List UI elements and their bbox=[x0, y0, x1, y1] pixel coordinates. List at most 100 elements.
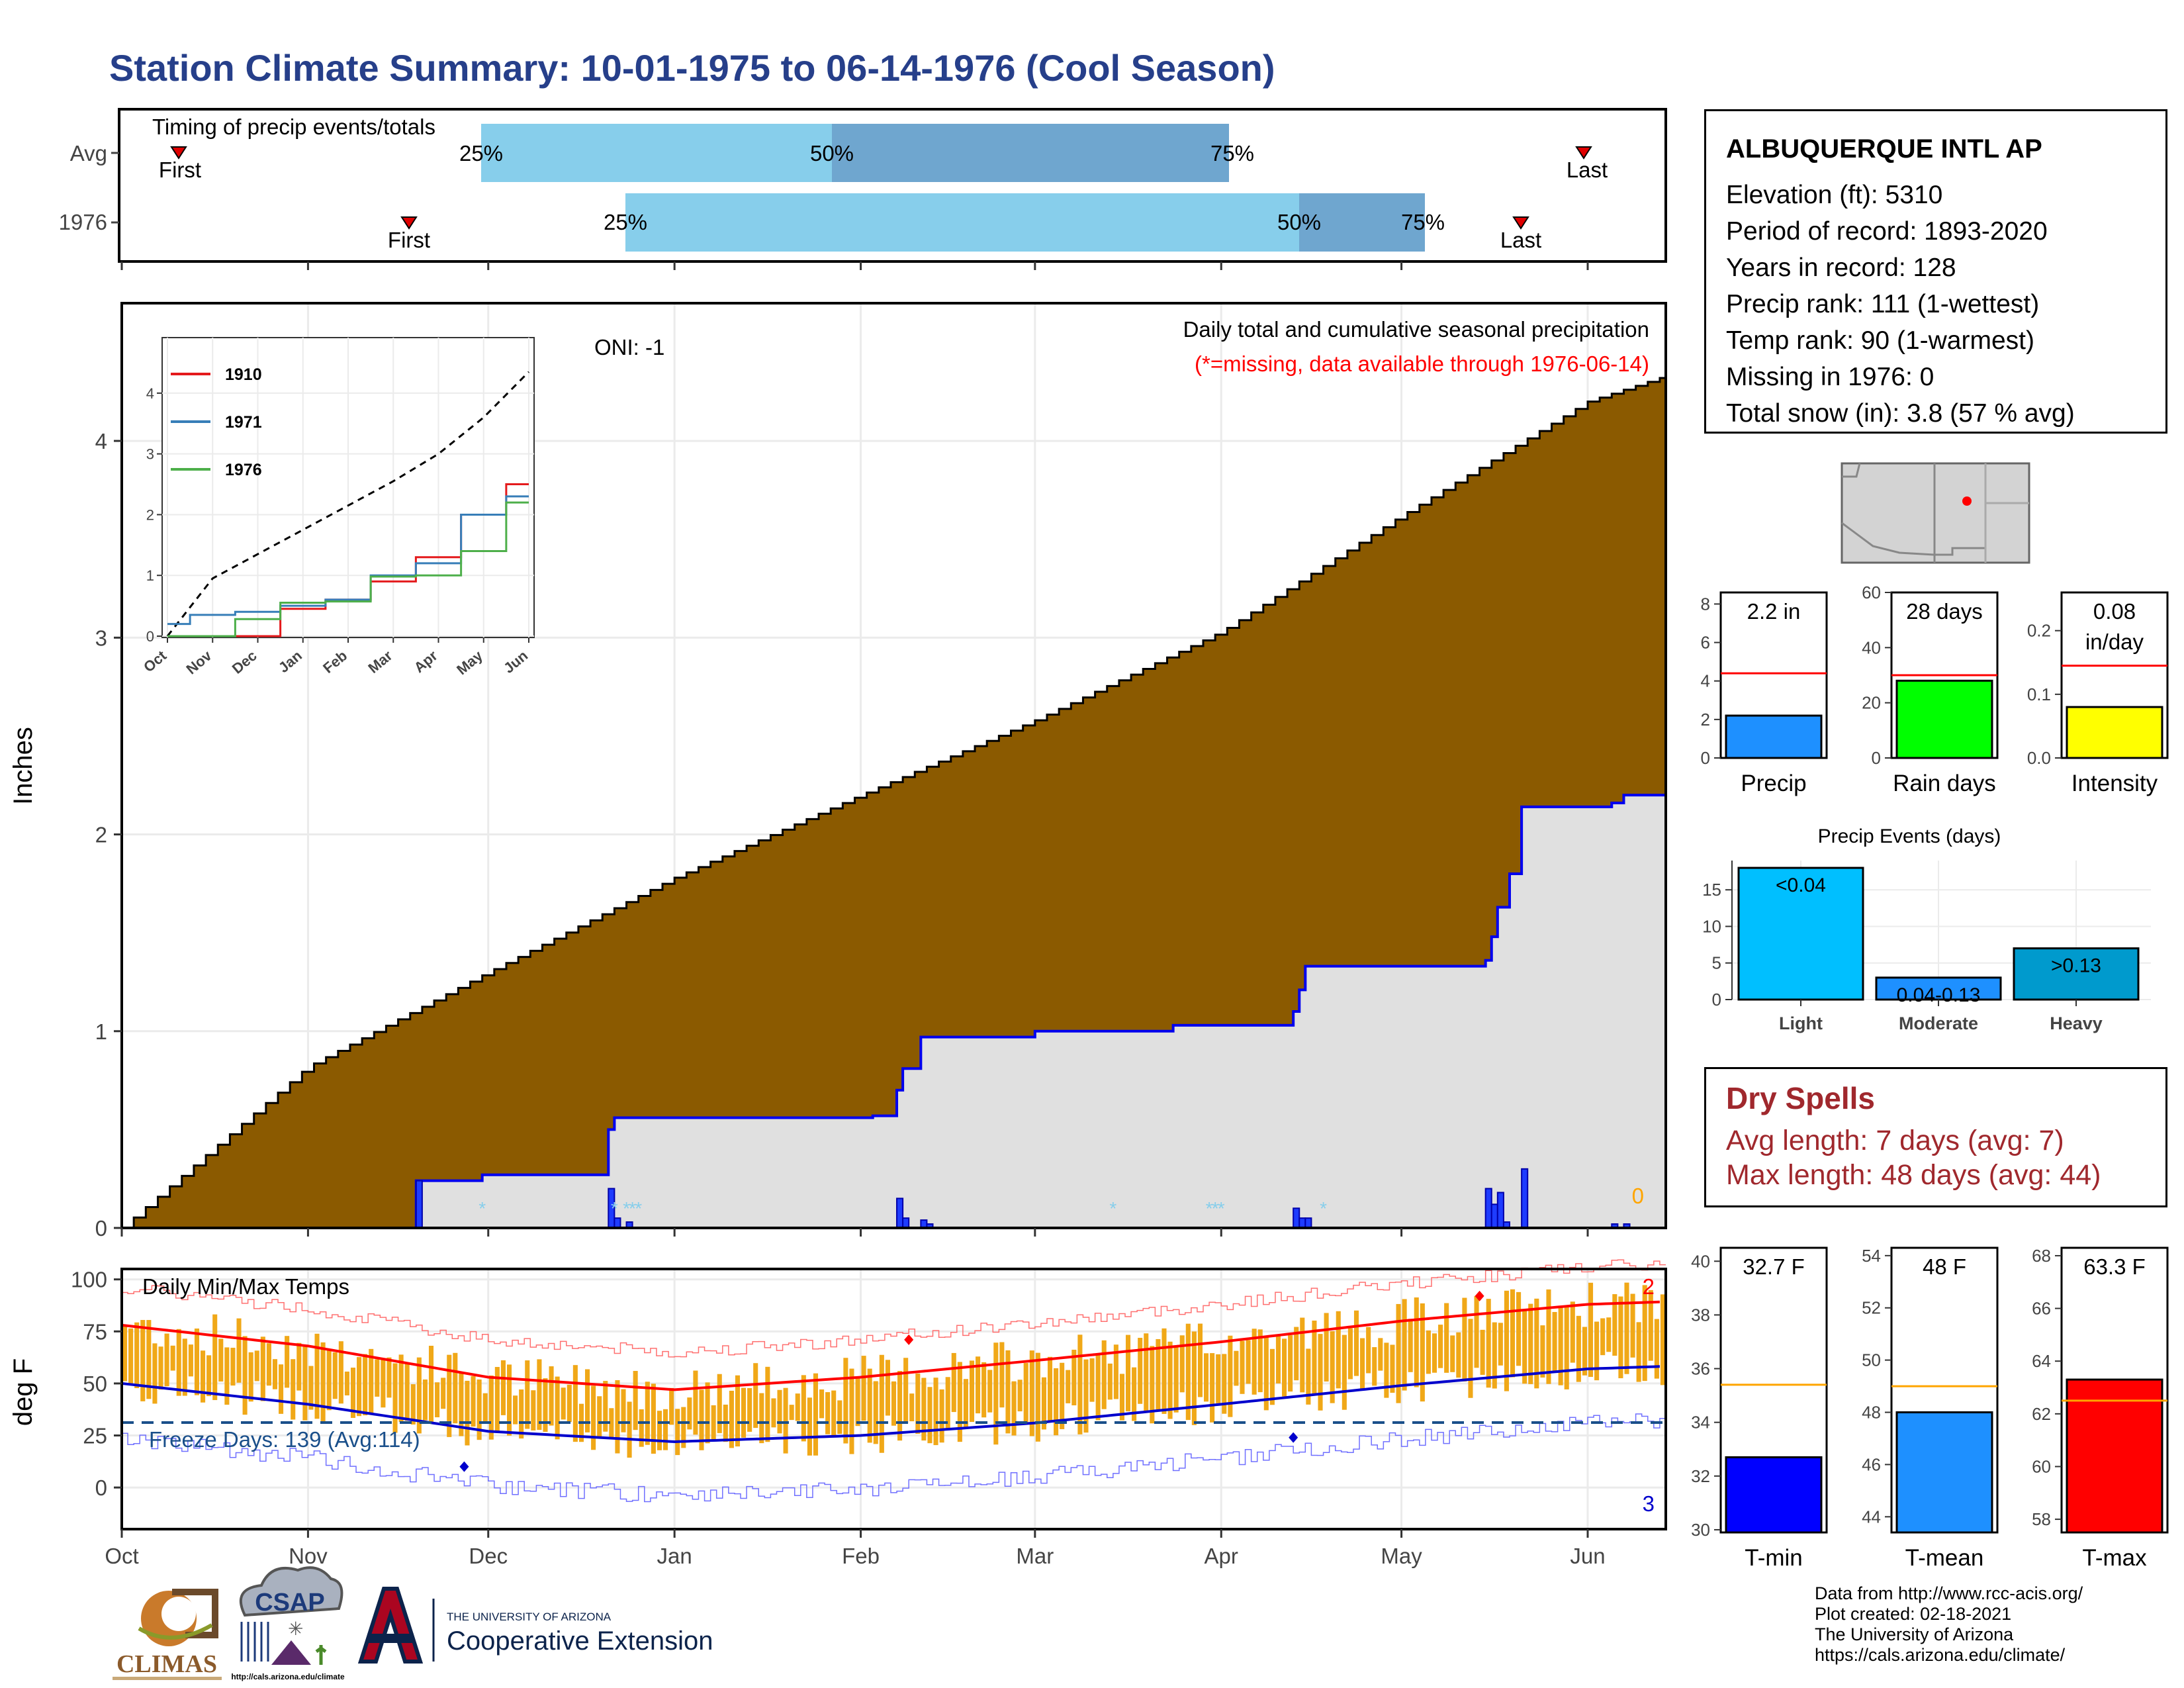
daily-temp-bar bbox=[477, 1379, 482, 1440]
daily-temp-bar bbox=[1468, 1319, 1473, 1398]
daily-temp-bar bbox=[603, 1381, 608, 1432]
daily-temp-bar bbox=[1240, 1340, 1245, 1394]
daily-temp-bar bbox=[194, 1328, 200, 1395]
inset-series-line bbox=[167, 495, 529, 626]
daily-temp-bar bbox=[633, 1370, 638, 1430]
daily-temp-bar bbox=[729, 1390, 734, 1448]
daily-temp-bar bbox=[747, 1387, 752, 1432]
events-category-label: Heavy bbox=[2050, 1013, 2103, 1033]
daily-temp-bar bbox=[627, 1401, 632, 1458]
station-temp-rank: Temp rank: 90 (1-warmest) bbox=[1726, 326, 2034, 355]
avg-25-50-bar bbox=[481, 124, 832, 182]
temp-title: Daily Min/Max Temps bbox=[142, 1274, 349, 1299]
daily-temp-bar bbox=[1330, 1331, 1335, 1403]
mini-chart-label: Intensity bbox=[2071, 771, 2158, 796]
dry-spells-avg: Avg length: 7 days (avg: 7) bbox=[1726, 1125, 2064, 1156]
daily-precip-bar bbox=[1304, 1217, 1312, 1229]
record-low-line bbox=[122, 1413, 1666, 1503]
daily-temp-bar bbox=[537, 1359, 542, 1430]
daily-temp-bar bbox=[1378, 1338, 1383, 1371]
daily-temp-bar bbox=[1288, 1335, 1293, 1392]
station-name: ALBUQUERQUE INTL AP bbox=[1726, 134, 2042, 164]
events-ytick-label: 15 bbox=[1702, 880, 1721, 900]
daily-temp-bar bbox=[759, 1393, 764, 1444]
ua-logo: THE UNIVERSITY OF ARIZONA Cooperative Ex… bbox=[357, 1587, 713, 1664]
events-title: Precip Events (days) bbox=[1818, 825, 2001, 847]
daily-temp-bar bbox=[416, 1357, 422, 1434]
avg-max-line bbox=[121, 1300, 1660, 1391]
daily-temp-bar bbox=[867, 1368, 872, 1443]
daily-temp-bar bbox=[1600, 1318, 1606, 1356]
daily-temp-bar bbox=[1564, 1307, 1569, 1389]
daily-temp-bar bbox=[1324, 1313, 1329, 1382]
mini-ytick-label: 36 bbox=[1691, 1359, 1710, 1379]
mini-ytick-label: 48 bbox=[1862, 1403, 1881, 1423]
daily-temp-bar bbox=[1654, 1319, 1659, 1379]
daily-temp-bar bbox=[1041, 1377, 1046, 1430]
csap-cloud-icon bbox=[239, 1566, 343, 1617]
daily-temp-bar bbox=[807, 1397, 812, 1456]
daily-temp-bar bbox=[392, 1363, 398, 1433]
daily-temp-bar bbox=[572, 1365, 578, 1442]
month-tick-label: Jan bbox=[657, 1544, 692, 1568]
mini-ytick-label: 0 bbox=[1701, 748, 1710, 768]
daily-temp-bar bbox=[1156, 1338, 1161, 1410]
oni-label: ONI: -1 bbox=[594, 335, 664, 359]
daily-precip-bar bbox=[1496, 1192, 1504, 1229]
daily-temp-bar bbox=[1107, 1363, 1113, 1400]
cumulative-year-area bbox=[122, 793, 1667, 1229]
daily-temp-bar bbox=[1384, 1342, 1389, 1398]
daily-temp-bar bbox=[1029, 1350, 1034, 1436]
daily-temp-bar bbox=[1402, 1299, 1407, 1391]
daily-temp-bar bbox=[999, 1342, 1005, 1408]
precip-missing-note: (*=missing, data available through 1976-… bbox=[1195, 352, 1649, 376]
dry-spells-max: Max length: 48 days (avg: 44) bbox=[1726, 1159, 2101, 1191]
daily-temp-bar bbox=[332, 1352, 338, 1399]
daily-temp-bar bbox=[170, 1345, 175, 1371]
snow-day-marker: * bbox=[478, 1198, 486, 1219]
mini-ytick-label: 0.1 bbox=[2027, 684, 2051, 704]
daily-temp-bar bbox=[1191, 1331, 1197, 1425]
daily-temp-bar bbox=[1432, 1333, 1437, 1373]
daily-temp-bar bbox=[1492, 1322, 1497, 1389]
mini-value-label: 0.08 bbox=[2093, 599, 2136, 624]
daily-temp-bar bbox=[693, 1370, 698, 1435]
daily-temp-bar bbox=[909, 1393, 915, 1422]
daily-temp-bar bbox=[861, 1356, 866, 1421]
daily-temp-bar bbox=[398, 1354, 404, 1422]
daily-temp-bar bbox=[1282, 1338, 1287, 1397]
credit-line: Plot created: 02-18-2021 bbox=[1815, 1604, 2012, 1624]
daily-temp-bar bbox=[735, 1375, 741, 1447]
daily-temp-bar bbox=[308, 1366, 314, 1410]
daily-temp-bar bbox=[591, 1385, 596, 1450]
mini-chart-label: T-min bbox=[1745, 1545, 1803, 1571]
mini-ytick-label: 50 bbox=[1862, 1350, 1881, 1370]
daily-temp-bar bbox=[993, 1342, 999, 1445]
daily-temp-bar bbox=[1060, 1362, 1065, 1429]
daily-temp-bar bbox=[1210, 1353, 1215, 1423]
daily-temp-bar bbox=[849, 1368, 854, 1454]
daily-temp-bar bbox=[381, 1358, 386, 1408]
daily-temp-bar bbox=[1504, 1290, 1509, 1391]
daily-temp-bar bbox=[296, 1342, 302, 1391]
daily-temp-bar bbox=[621, 1389, 626, 1432]
daily-temp-bar bbox=[1594, 1321, 1600, 1381]
daily-temp-bar bbox=[279, 1364, 284, 1414]
credit-line: Data from http://www.rcc-acis.org/ bbox=[1815, 1583, 2083, 1603]
daily-temp-bar bbox=[1660, 1294, 1665, 1385]
daily-temp-bar bbox=[981, 1362, 987, 1418]
mini-value-bar bbox=[1895, 679, 1993, 759]
mini-value-bar bbox=[2066, 706, 2163, 759]
daily-temp-bar bbox=[266, 1343, 271, 1386]
ua-extension-text: Cooperative Extension bbox=[447, 1626, 713, 1656]
daily-temp-bar bbox=[1173, 1347, 1179, 1413]
daily-temp-bar bbox=[1035, 1352, 1040, 1442]
mini-ytick-label: 6 bbox=[1701, 633, 1710, 653]
yr-p75-label: 75% bbox=[1401, 210, 1445, 234]
daily-temp-bar bbox=[957, 1362, 962, 1442]
daily-temp-bar bbox=[555, 1376, 560, 1440]
daily-temp-bar bbox=[1360, 1338, 1365, 1390]
yr-p25-label: 25% bbox=[604, 210, 647, 234]
record-marker bbox=[1289, 1432, 1298, 1443]
daily-temp-bar bbox=[1054, 1368, 1059, 1436]
